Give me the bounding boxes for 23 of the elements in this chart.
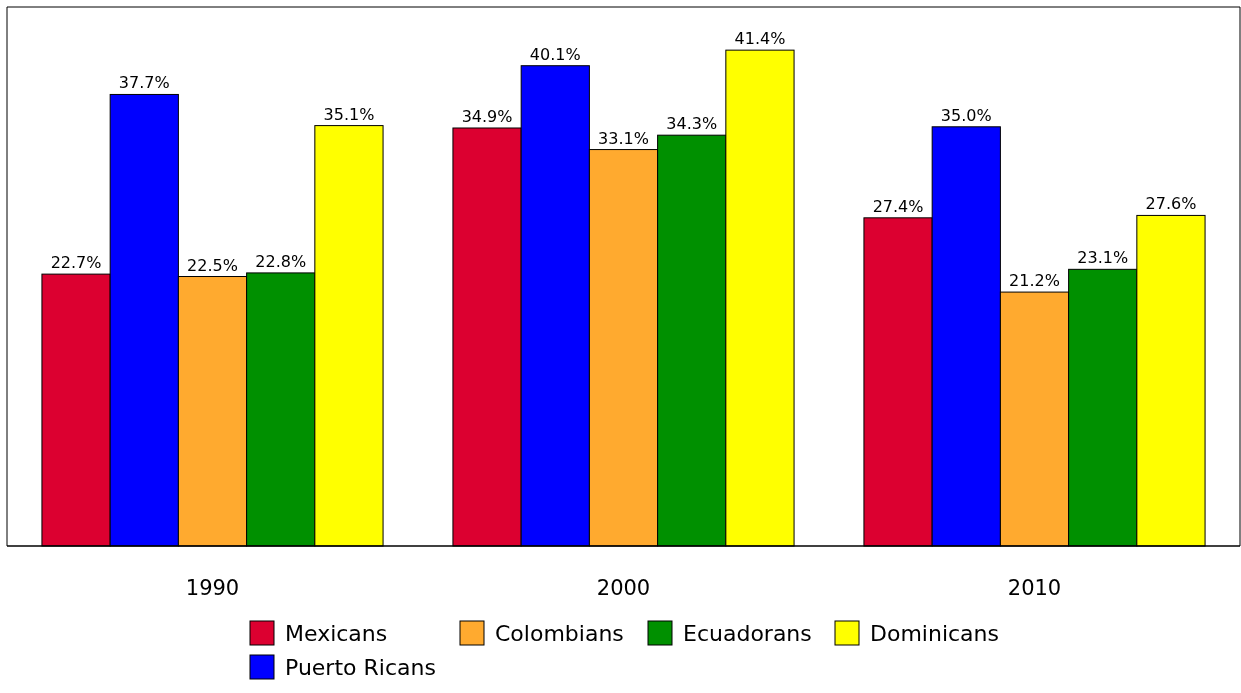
data-label: 27.4% bbox=[872, 196, 924, 216]
data-label: 34.3% bbox=[666, 114, 718, 134]
data-label: 22.8% bbox=[255, 251, 307, 271]
legend-label: Mexicans bbox=[285, 621, 388, 646]
legend-label: Dominicans bbox=[870, 621, 999, 646]
x-tick-label: 1990 bbox=[185, 576, 240, 600]
legend-label: Ecuadorans bbox=[683, 621, 812, 646]
data-label: 27.6% bbox=[1145, 194, 1197, 214]
data-label: 34.9% bbox=[461, 106, 513, 126]
data-label: 40.1% bbox=[529, 44, 581, 64]
data-label: 41.4% bbox=[734, 29, 786, 49]
data-label: 21.2% bbox=[1009, 271, 1060, 291]
x-tick-label: 2000 bbox=[596, 576, 651, 600]
data-label: 33.1% bbox=[598, 128, 649, 148]
x-tick-label: 2010 bbox=[1007, 576, 1062, 600]
legend-label: Puerto Ricans bbox=[285, 655, 436, 680]
data-label: 23.1% bbox=[1077, 248, 1129, 268]
data-label: 22.7% bbox=[50, 253, 102, 273]
legend-label: Colombians bbox=[495, 621, 624, 646]
data-label: 22.5% bbox=[187, 255, 238, 275]
data-label: 35.1% bbox=[323, 104, 375, 124]
data-label: 35.0% bbox=[940, 105, 992, 125]
data-label: 37.7% bbox=[118, 73, 170, 93]
